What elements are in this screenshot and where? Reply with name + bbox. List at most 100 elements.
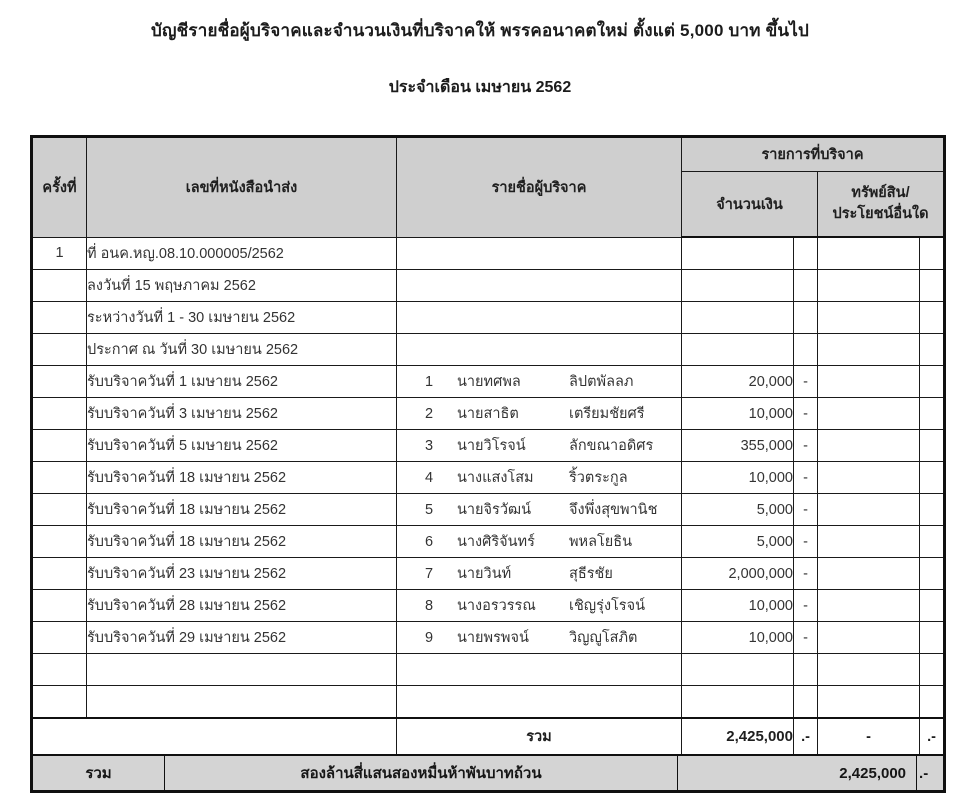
grand-total-amount: 2,425,000 — [839, 764, 907, 782]
grand-total-label: รวม — [33, 756, 165, 790]
cell-assets — [817, 621, 920, 654]
table-row: รับบริจาควันที่ 3 เมษายน 2562 2 นายสาธิต เต… — [31, 397, 946, 430]
col-header-assets-line1: ทรัพย์สิน/ — [851, 184, 910, 201]
table-body: 1 ที่ อนค.หญ.08.10.000005/2562 ลงวันที่ 15… — [31, 236, 946, 719]
cell-donor: 8 นางอรวรรณ เชิญรุ่งโรจน์ — [396, 589, 682, 622]
cell-assets — [817, 557, 920, 590]
page-title: บัญชีรายชื่อผู้บริจาคและจำนวนเงินที่บริจ… — [151, 21, 809, 40]
cell-no — [31, 365, 87, 398]
cell-letter-no: รับบริจาควันที่ 29 เมษายน 2562 — [86, 621, 397, 654]
cell-assets-satang — [918, 301, 946, 334]
cell-amount-satang — [793, 653, 818, 686]
col-header-assets: ทรัพย์สิน/ ประโยชน์อื่นใด — [816, 171, 946, 238]
cell-donor: 4 นางแสงโสม ริ้วตระกูล — [396, 461, 682, 494]
subtotal-amount-satang: .- — [793, 717, 818, 756]
table-row: ระหว่างวันที่ 1 - 30 เมษายน 2562 — [31, 301, 946, 334]
donor-name-group: 4 นางแสงโสม ริ้วตระกูล — [398, 466, 681, 489]
donor-index: 1 — [425, 373, 434, 390]
cell-donor — [396, 236, 682, 270]
donor-index: 2 — [425, 405, 434, 422]
col-header-amount: จำนวนเงิน — [681, 171, 818, 238]
cell-no — [31, 621, 87, 654]
donor-last-name: ลิปตพัลลภ — [569, 374, 634, 390]
cell-amount: 10,000 — [681, 621, 794, 654]
cell-assets — [817, 365, 920, 398]
donor-name-group: 6 นางศิริจันทร์ พหลโยธิน — [398, 530, 681, 553]
cell-amount — [681, 685, 794, 719]
cell-amount-satang: - — [793, 493, 818, 526]
cell-amount-satang: - — [793, 397, 818, 430]
col-header-letter-no: เลขที่หนังสือนำส่ง — [86, 136, 397, 238]
cell-letter-no — [86, 685, 397, 719]
cell-no — [31, 653, 87, 686]
cell-assets — [817, 525, 920, 558]
cell-assets — [817, 493, 920, 526]
cell-assets-satang — [918, 685, 946, 719]
cell-donor: 6 นางศิริจันทร์ พหลโยธิน — [396, 525, 682, 558]
cell-no — [31, 557, 87, 590]
table-row: ลงวันที่ 15 พฤษภาคม 2562 — [31, 269, 946, 302]
donor-index: 4 — [425, 469, 434, 486]
col-header-donor-names: รายชื่อผู้บริจาค — [396, 136, 682, 238]
cell-assets — [817, 429, 920, 462]
cell-assets-satang — [918, 333, 946, 366]
cell-donor — [396, 685, 682, 719]
donor-last-name: พหลโยธิน — [569, 534, 633, 550]
donor-index: 3 — [425, 437, 434, 454]
cell-amount — [681, 236, 794, 270]
table-row: รับบริจาควันที่ 28 เมษายน 2562 8 นางอรวรรณ… — [31, 589, 946, 622]
table-row: รับบริจาควันที่ 29 เมษายน 2562 9 นายพรพจน์… — [31, 621, 946, 654]
donor-name-group: 5 นายจิรวัฒน์ จึงพึ่งสุขพานิช — [398, 498, 681, 521]
cell-amount: 10,000 — [681, 589, 794, 622]
donor-last-name: ริ้วตระกูล — [569, 470, 628, 486]
cell-amount: 10,000 — [681, 397, 794, 430]
cell-donor — [396, 333, 682, 366]
donor-name-group: 1 นายทศพล ลิปตพัลลภ — [398, 370, 681, 393]
cell-donor: 7 นายวินท์ สุธีรชัย — [396, 557, 682, 590]
cell-no — [31, 333, 87, 366]
cell-no — [31, 525, 87, 558]
donor-first-name: นางศิริจันทร์ — [457, 534, 535, 550]
cell-amount: 20,000 — [681, 365, 794, 398]
table-row: รับบริจาควันที่ 18 เมษายน 2562 6 นางศิริจั… — [31, 525, 946, 558]
table-row: ประกาศ ณ วันที่ 30 เมษายน 2562 — [31, 333, 946, 366]
cell-amount: 5,000 — [681, 525, 794, 558]
cell-amount — [681, 301, 794, 334]
donor-first-name: นายสาธิต — [457, 406, 519, 422]
cell-assets-satang — [918, 557, 946, 590]
cell-assets — [817, 653, 920, 686]
cell-letter-no: รับบริจาควันที่ 3 เมษายน 2562 — [86, 397, 397, 430]
donor-first-name: นางแสงโสม — [457, 470, 534, 486]
donor-last-name: จึงพึ่งสุขพานิช — [569, 502, 658, 518]
cell-assets-satang — [918, 269, 946, 302]
cell-amount-satang — [793, 236, 818, 270]
donor-index: 8 — [425, 597, 434, 614]
table-row: รับบริจาควันที่ 18 เมษายน 2562 5 นายจิรวัฒ… — [31, 493, 946, 526]
donor-first-name: นายจิรวัฒน์ — [457, 502, 531, 518]
cell-assets — [817, 685, 920, 719]
cell-amount — [681, 653, 794, 686]
cell-letter-no: รับบริจาควันที่ 18 เมษายน 2562 — [86, 493, 397, 526]
cell-no — [31, 685, 87, 719]
col-header-no: ครั้งที่ — [31, 136, 87, 238]
cell-assets — [817, 333, 920, 366]
cell-amount-satang — [793, 301, 818, 334]
cell-donor — [396, 653, 682, 686]
cell-assets — [817, 269, 920, 302]
donor-last-name: สุธีรชัย — [569, 566, 613, 582]
cell-assets-satang — [918, 365, 946, 398]
cell-no — [31, 429, 87, 462]
cell-donor: 2 นายสาธิต เตรียมชัยศรี — [396, 397, 682, 430]
cell-no — [31, 493, 87, 526]
subtotal-amount: 2,425,000 — [681, 717, 794, 756]
cell-donor: 5 นายจิรวัฒน์ จึงพึ่งสุขพานิช — [396, 493, 682, 526]
cell-amount-satang — [793, 333, 818, 366]
cell-no — [31, 269, 87, 302]
subtotal-assets-satang: .- — [918, 717, 946, 756]
cell-no — [31, 397, 87, 430]
cell-letter-no: รับบริจาควันที่ 18 เมษายน 2562 — [86, 525, 397, 558]
cell-donor — [396, 269, 682, 302]
donor-first-name: นายวินท์ — [457, 566, 512, 582]
donor-index: 6 — [425, 533, 434, 550]
cell-assets-satang — [918, 525, 946, 558]
